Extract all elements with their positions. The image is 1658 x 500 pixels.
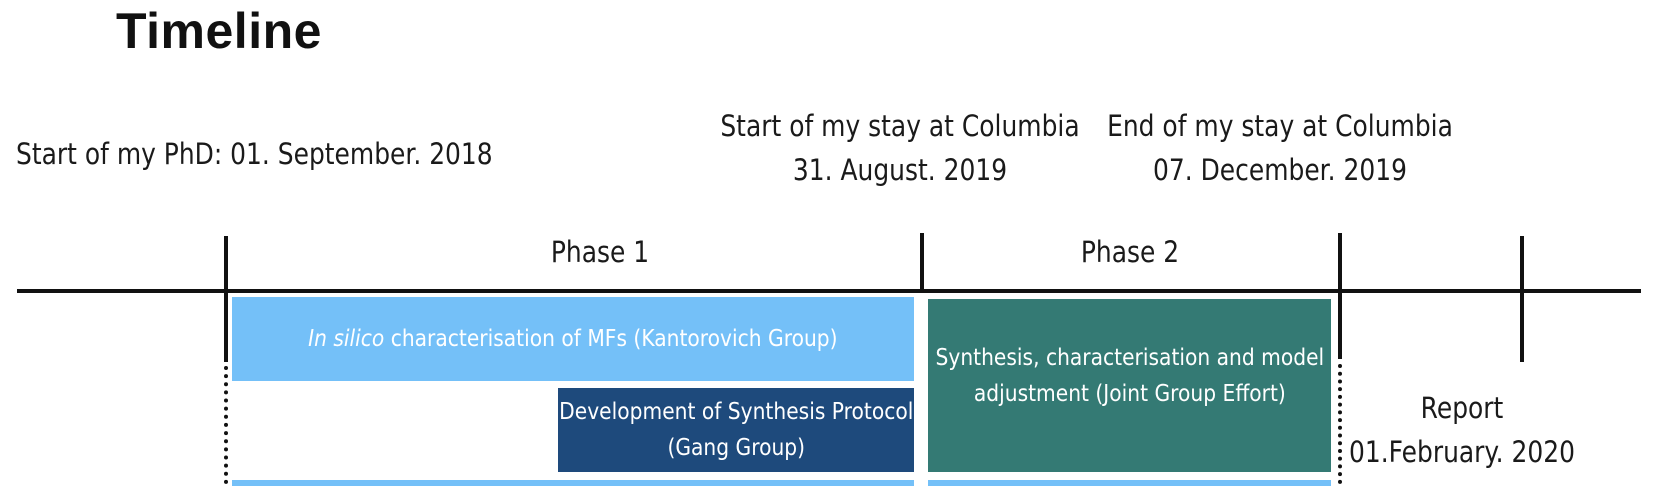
- activity-joint-effort-text: Synthesis, characterisation and model ad…: [935, 340, 1324, 412]
- synthesis-protocol-line1: Development of Synthesis Protocol: [558, 399, 914, 425]
- columbia-end-title: End of my stay at Columbia: [1107, 109, 1453, 143]
- synthesis-protocol-line2: (Gang Group): [667, 435, 805, 461]
- columbia-start-title: Start of my stay at Columbia: [720, 109, 1080, 143]
- phd-start-label: Start of my PhD: 01. September. 2018: [16, 137, 493, 171]
- joint-effort-line1: Synthesis, characterisation and model: [935, 344, 1324, 371]
- activity-synthesis-protocol-text: Development of Synthesis Protocol (Gang …: [559, 394, 913, 466]
- activity-in-silico: In silico characterisation of MFs (Kanto…: [232, 297, 914, 381]
- bottom-strip-phase2: [928, 480, 1331, 486]
- dotted-line-right: [1338, 364, 1342, 484]
- activity-synthesis-protocol: Development of Synthesis Protocol (Gang …: [558, 388, 914, 472]
- bottom-strip-phase1: [232, 480, 914, 486]
- columbia-start-date: 31. August. 2019: [792, 153, 1008, 187]
- tick-phase-boundary: [920, 233, 924, 293]
- phase-2-label: Phase 2: [1080, 235, 1180, 269]
- phase-1-label: Phase 1: [550, 235, 650, 269]
- tick-report: [1520, 236, 1524, 362]
- columbia-end-date: 07. December. 2019: [1153, 153, 1407, 187]
- activity-joint-effort: Synthesis, characterisation and model ad…: [928, 299, 1331, 472]
- in-silico-italic: In silico: [308, 326, 385, 352]
- activity-in-silico-text: In silico characterisation of MFs (Kanto…: [308, 321, 837, 357]
- joint-effort-line2: adjustment (Joint Group Effort): [973, 380, 1286, 407]
- page-title: Timeline: [116, 3, 322, 59]
- columbia-end-label: End of my stay at Columbia 07. December.…: [1040, 104, 1520, 192]
- tick-phd-start: [224, 236, 228, 362]
- in-silico-rest: characterisation of MFs (Kantorovich Gro…: [384, 326, 838, 352]
- dotted-line-left: [224, 366, 228, 484]
- columbia-start-label: Start of my stay at Columbia 31. August.…: [660, 104, 1140, 192]
- report-label: Report 01.February. 2020: [1272, 386, 1652, 474]
- tick-columbia-end: [1338, 233, 1342, 359]
- report-title: Report: [1420, 391, 1504, 425]
- report-date: 01.February. 2020: [1349, 435, 1575, 469]
- timeline-axis: [17, 289, 1641, 293]
